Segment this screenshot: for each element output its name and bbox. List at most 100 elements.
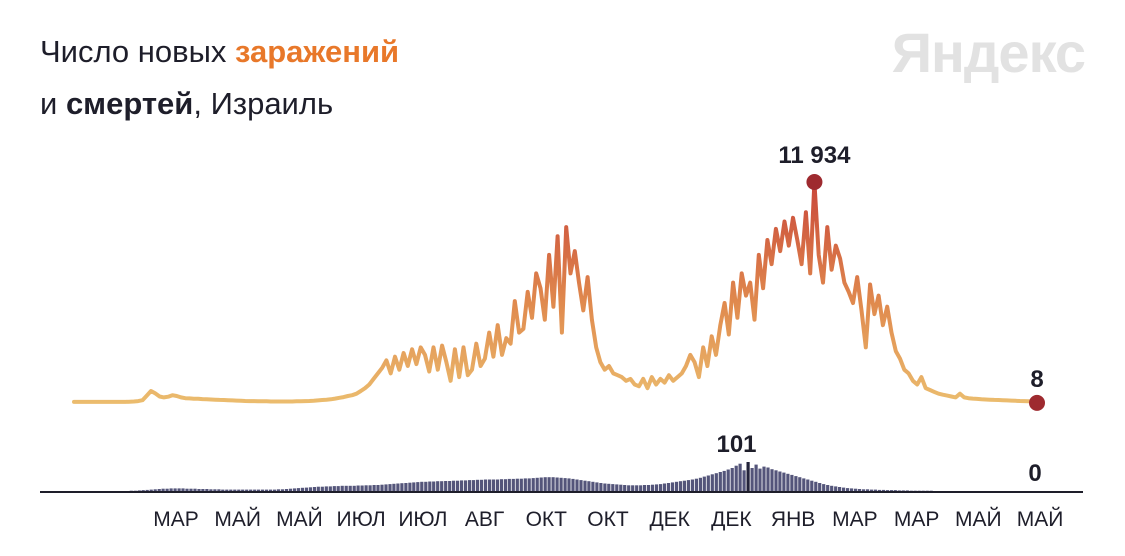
deaths-bar: [324, 486, 328, 491]
deaths-bar: [503, 479, 507, 491]
deaths-bar: [388, 484, 392, 491]
deaths-bar: [408, 482, 412, 491]
deaths-bar: [273, 489, 277, 491]
title-highlight-deaths: смертей: [65, 86, 194, 121]
deaths-bar: [265, 489, 269, 491]
deaths-bar: [682, 480, 686, 491]
deaths-bar: [722, 470, 726, 491]
deaths-bar: [404, 483, 408, 491]
deaths-bar: [479, 479, 484, 491]
deaths-bar: [631, 485, 635, 491]
deaths-bar: [881, 489, 885, 491]
deaths-bar: [905, 490, 909, 491]
deaths-bar: [730, 468, 734, 491]
deaths-bar: [885, 490, 889, 491]
deaths-bar: [487, 479, 492, 491]
deaths-bar: [527, 478, 531, 491]
deaths-bar: [551, 477, 555, 491]
deaths-bar: [392, 483, 396, 491]
x-tick-label: МАР: [894, 508, 940, 531]
deaths-bar: [471, 480, 476, 491]
deaths-bar: [145, 489, 149, 491]
deaths-bar: [261, 489, 265, 491]
deaths-bar: [344, 485, 348, 491]
deaths-bar: [842, 487, 846, 491]
deaths-bar: [523, 478, 527, 491]
deaths-bar: [193, 488, 197, 491]
deaths-bar: [452, 480, 456, 491]
deaths-bar: [468, 480, 472, 491]
deaths-bar: [893, 490, 897, 491]
title-prefix: Число новых: [40, 34, 235, 69]
deaths-bar: [507, 478, 511, 491]
deaths-bar: [543, 477, 547, 491]
deaths-bar: [575, 479, 579, 491]
deaths-bar: [674, 481, 679, 491]
x-tick-label: ИЮЛ: [337, 508, 386, 531]
x-tick-label: МАЙ: [276, 507, 323, 531]
deaths-bar: [563, 478, 567, 491]
infections-last-label: 8: [1030, 366, 1043, 393]
x-tick-label: МАЙ: [1017, 507, 1064, 531]
deaths-bar: [710, 474, 714, 491]
deaths-bar: [292, 488, 297, 491]
title-line-1: Число новых заражений: [40, 26, 399, 78]
deaths-bar: [698, 477, 702, 491]
deaths-bar: [460, 480, 464, 491]
deaths-bar: [599, 483, 603, 491]
deaths-bar: [627, 485, 631, 491]
deaths-bar: [591, 481, 595, 491]
x-tick-label: ОКТ: [587, 508, 629, 531]
deaths-bar: [491, 479, 495, 491]
deaths-bar: [595, 482, 599, 491]
deaths-bar: [873, 489, 877, 491]
infections-line: [72, 180, 1039, 405]
deaths-bar: [229, 489, 233, 491]
deaths-bar: [869, 489, 874, 491]
deaths-bar: [316, 486, 320, 491]
deaths-bar: [555, 477, 559, 491]
deaths-bar: [738, 463, 742, 491]
deaths-bar: [901, 490, 905, 491]
deaths-bar: [790, 474, 794, 491]
deaths-bar: [499, 479, 503, 491]
deaths-bar: [865, 489, 870, 491]
deaths-bar: [750, 468, 754, 491]
deaths-bar: [857, 489, 862, 491]
deaths-bar: [189, 488, 193, 491]
deaths-bar: [846, 488, 850, 491]
x-tick-label: МАЙ: [214, 507, 261, 531]
deaths-bar: [782, 472, 786, 491]
deaths-bar: [659, 484, 663, 491]
deaths-bar: [312, 487, 316, 491]
deaths-bar: [515, 478, 519, 491]
deaths-bar: [340, 485, 344, 491]
deaths-bar: [830, 485, 834, 491]
brand-logo: Яндекс: [891, 21, 1086, 84]
x-tick-label: АВГ: [465, 508, 504, 531]
deaths-bar: [619, 484, 623, 491]
deaths-bar: [714, 473, 718, 491]
deaths-bar: [412, 482, 416, 491]
deaths-bar: [587, 481, 591, 491]
deaths-bar: [511, 478, 515, 491]
deaths-bar: [535, 477, 539, 491]
deaths-bar: [746, 462, 750, 491]
deaths-bar: [706, 475, 710, 491]
deaths-bar: [475, 479, 480, 491]
deaths-bar: [814, 481, 818, 491]
deaths-bar: [249, 489, 253, 491]
deaths-bar: [368, 485, 372, 491]
deaths-bar: [897, 490, 901, 491]
deaths-bar: [257, 489, 261, 491]
deaths-bar: [607, 483, 611, 491]
deaths-bar: [376, 485, 380, 491]
deaths-bar: [834, 486, 838, 491]
deaths-bar: [253, 489, 257, 491]
title-line-2: и смертей, Израиль: [40, 78, 399, 130]
deaths-bar: [237, 489, 241, 491]
deaths-bar: [666, 483, 671, 491]
deaths-bar: [483, 479, 488, 491]
deaths-bar: [826, 485, 830, 491]
